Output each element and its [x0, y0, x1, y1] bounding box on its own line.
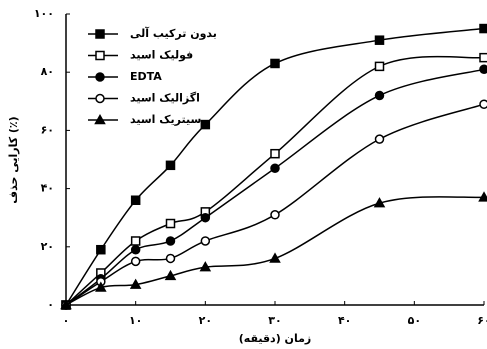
legend-label: سیتریک اسید — [130, 113, 201, 126]
data-point — [129, 278, 142, 289]
data-point — [130, 256, 141, 267]
data-point — [165, 253, 176, 264]
data-point — [479, 64, 487, 75]
legend-label: اگزالیک اسید — [130, 92, 200, 105]
data-point — [95, 281, 107, 292]
data-point — [479, 52, 487, 63]
data-point — [199, 261, 212, 272]
legend-marker — [95, 29, 105, 39]
data-point — [374, 35, 385, 45]
x-tick-label: ۰ — [63, 314, 70, 327]
data-point — [165, 218, 176, 229]
data-point — [165, 236, 176, 246]
data-point — [165, 160, 176, 171]
y-tick-label: ۰ — [47, 298, 54, 311]
x-tick-label: ۶۰ — [477, 314, 487, 327]
data-point — [164, 269, 177, 281]
data-point — [96, 244, 106, 255]
x-tick-label: ۴۰ — [338, 314, 351, 327]
y-axis-title: کارایی حذف (٪) — [7, 116, 20, 203]
y-tick-label: ۶۰ — [41, 123, 54, 136]
data-point — [270, 58, 280, 69]
data-point — [479, 23, 487, 34]
series-line — [65, 55, 485, 306]
data-point — [130, 236, 141, 246]
data-point — [130, 195, 141, 205]
data-point — [373, 197, 386, 208]
data-point — [374, 90, 385, 101]
data-point — [200, 236, 211, 246]
data-point — [270, 163, 280, 173]
x-axis-title: زمان (دقیقه) — [239, 332, 311, 345]
data-point — [270, 148, 280, 159]
data-point — [130, 244, 141, 255]
legend-marker — [94, 113, 106, 125]
legend-marker — [95, 93, 105, 104]
y-tick-label: ۲۰ — [41, 240, 54, 253]
data-point — [270, 210, 280, 220]
legend-marker — [95, 72, 105, 82]
data-point — [60, 298, 72, 310]
legend-label: بدون ترکیب آلی — [130, 26, 217, 40]
series-line — [65, 68, 485, 306]
data-point — [269, 252, 281, 263]
series-line — [65, 103, 485, 306]
y-tick-label: ۸۰ — [41, 65, 54, 78]
data-point — [479, 99, 487, 109]
legend-marker — [95, 50, 105, 61]
data-point — [478, 191, 487, 202]
y-tick-label: ۴۰ — [41, 182, 54, 195]
legend-label: EDTA — [130, 70, 162, 83]
x-tick-label: ۲۰ — [199, 314, 212, 327]
data-point — [200, 212, 211, 223]
x-tick-label: ۵۰ — [408, 314, 421, 327]
x-tick-label: ۳۰ — [268, 314, 281, 327]
legend-label: فولیک اسید — [130, 49, 193, 62]
x-tick-label: ۱۰ — [129, 314, 142, 327]
data-point — [200, 119, 211, 130]
data-point — [374, 134, 385, 144]
data-point — [374, 61, 385, 72]
y-tick-label: ۱۰۰ — [34, 7, 54, 20]
